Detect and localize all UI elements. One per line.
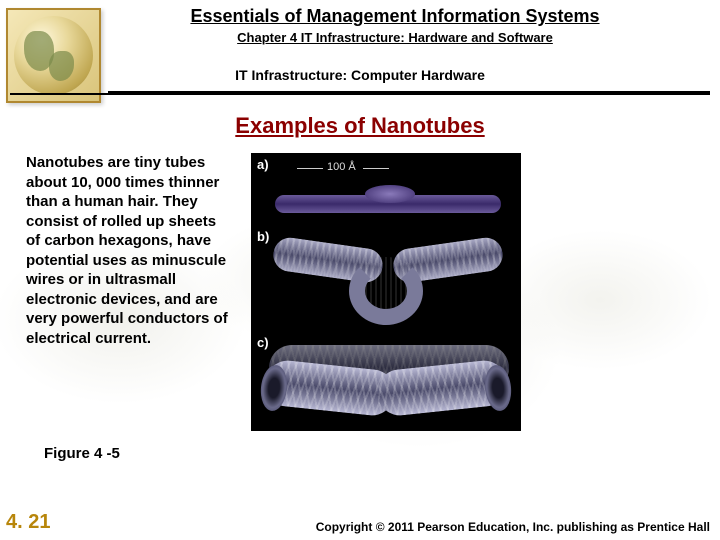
content-row: Nanotubes are tiny tubes about 10, 000 t… (0, 153, 720, 431)
chapter-line: Chapter 4 IT Infrastructure: Hardware an… (0, 30, 720, 45)
copyright-text: Copyright © 2011 Pearson Education, Inc.… (316, 520, 710, 534)
slide-title: Examples of Nanotubes (0, 113, 720, 139)
slide-number: 4. 21 (6, 511, 50, 534)
header-divider-bottom (10, 93, 710, 95)
slide-header: Essentials of Management Information Sys… (0, 0, 720, 83)
book-title: Essentials of Management Information Sys… (0, 6, 720, 27)
figure-panel-a: a) 100 Å (251, 157, 521, 223)
figure-panel-b: b) (251, 229, 521, 329)
nanotube-figure: a) 100 Å b) c) (251, 153, 521, 431)
nanotube-a (275, 195, 501, 213)
scale-label: 100 Å (327, 161, 356, 173)
slide-footer: 4. 21 Copyright © 2011 Pearson Education… (0, 511, 720, 540)
figure-panel-c: c) (251, 335, 521, 425)
figure-caption: Figure 4 -5 (44, 445, 720, 462)
section-line: IT Infrastructure: Computer Hardware (0, 67, 720, 83)
nanotube-b-loop (349, 257, 423, 325)
body-text: Nanotubes are tiny tubes about 10, 000 t… (26, 153, 231, 431)
panel-a-label: a) (257, 157, 269, 172)
panel-c-label: c) (257, 335, 269, 350)
panel-b-label: b) (257, 229, 269, 244)
